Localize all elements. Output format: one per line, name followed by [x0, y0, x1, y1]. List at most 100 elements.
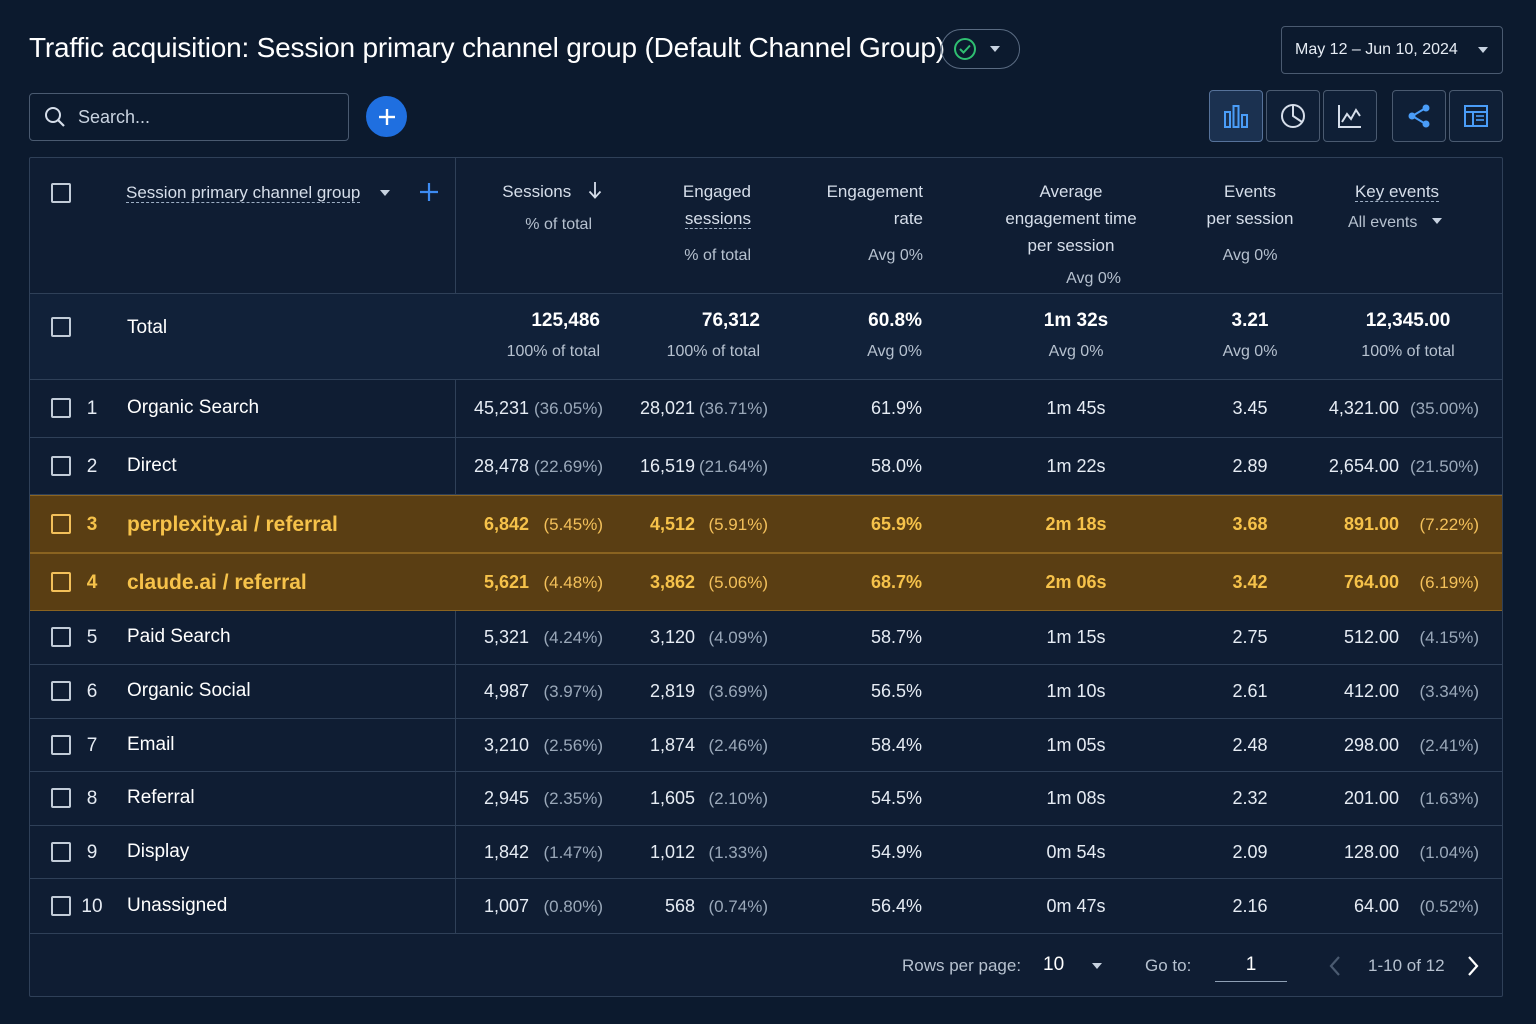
bar-chart-view-button[interactable] — [1209, 90, 1263, 142]
key-events-header[interactable]: Key events — [1330, 178, 1464, 205]
chevron-left-icon[interactable] — [1328, 955, 1342, 977]
channel-name[interactable]: Referral — [127, 787, 195, 808]
total-ke-sub: 100% of total — [1361, 343, 1455, 360]
engaged-header-line2: sessions — [684, 209, 751, 229]
table-row[interactable]: 10 Unassigned 1,007 (0.80%) 568 (0.74%) 56.4% 0… — [30, 879, 1502, 934]
key-events-percent: (21.50%) — [1410, 457, 1479, 476]
status-dropdown[interactable] — [941, 29, 1020, 69]
channel-name[interactable]: claude.ai / referral — [127, 571, 307, 594]
engaged-value: 4,512 — [649, 514, 695, 534]
key-events-value: 2,654.00 — [1328, 456, 1399, 476]
goto-label: Go to: — [1145, 956, 1192, 975]
dimension-header[interactable]: Session primary channel group — [126, 179, 361, 206]
sessions-percent: (2.35%) — [543, 789, 603, 808]
share-button[interactable] — [1392, 90, 1446, 142]
row-index: 1 — [86, 398, 98, 419]
engaged-value: 1,605 — [649, 788, 695, 808]
table-row[interactable]: 9 Display 1,842 (1.47%) 1,012 (1.33%) 54.9% 0m … — [30, 826, 1502, 879]
table-row[interactable]: 4 claude.ai / referral 5,621 (4.48%) 3,862 (5… — [30, 553, 1502, 611]
engaged-value: 1,874 — [649, 735, 695, 755]
row-checkbox[interactable] — [51, 788, 71, 808]
chevron-down-icon — [1431, 218, 1442, 224]
date-range-picker[interactable]: May 12 – Jun 10, 2024 — [1281, 26, 1503, 74]
line-chart-view-button[interactable] — [1323, 90, 1377, 142]
avg-engagement-time-header[interactable]: Average engagement time per session — [985, 178, 1157, 259]
engagement-rate-value: 58.4% — [870, 735, 922, 755]
engaged-sessions-header[interactable]: Engaged sessions — [683, 178, 751, 232]
row-checkbox[interactable] — [51, 514, 71, 534]
channel-name[interactable]: perplexity.ai / referral — [127, 513, 338, 536]
row-checkbox[interactable] — [51, 627, 71, 647]
sessions-percent: (5.45%) — [543, 515, 603, 534]
table-row[interactable]: 7 Email 3,210 (2.56%) 1,874 (2.46%) 58.4% 1m 05… — [30, 719, 1502, 772]
search-input[interactable] — [78, 106, 318, 128]
channel-name[interactable]: Display — [127, 841, 190, 862]
eps-header-line1: Events — [1224, 182, 1276, 201]
date-range-label: May 12 – Jun 10, 2024 — [1295, 41, 1458, 58]
table-row[interactable]: 1 Organic Search 45,231 (36.05%) 28,021 (36.7… — [30, 380, 1502, 438]
row-checkbox[interactable] — [51, 398, 71, 418]
table-view-button[interactable] — [1449, 90, 1503, 142]
select-all-checkbox[interactable] — [51, 183, 71, 203]
chevron-down-icon[interactable] — [1092, 963, 1102, 969]
row-checkbox[interactable] — [51, 842, 71, 862]
key-events-percent: (4.15%) — [1419, 628, 1479, 647]
channel-name[interactable]: Email — [127, 734, 175, 755]
goto-input[interactable]: 1 — [1215, 952, 1287, 982]
table-row[interactable]: 5 Paid Search 5,321 (4.24%) 3,120 (4.09%) 58.7… — [30, 611, 1502, 665]
key-events-filter[interactable]: All events — [1348, 209, 1442, 236]
search-box[interactable] — [29, 93, 349, 141]
engagement-rate-header[interactable]: Engagement rate — [827, 178, 923, 232]
chevron-right-icon[interactable] — [1466, 955, 1480, 977]
total-sessions: 125,486 — [531, 310, 600, 331]
row-checkbox[interactable] — [51, 735, 71, 755]
row-checkbox[interactable] — [51, 681, 71, 701]
events-per-session-value: 2.09 — [1232, 842, 1268, 862]
row-checkbox[interactable] — [51, 456, 71, 476]
table-row[interactable]: 3 perplexity.ai / referral 6,842 (5.45%) 4,5… — [30, 495, 1502, 553]
row-index: 2 — [86, 456, 98, 477]
add-dimension-icon[interactable] — [419, 182, 439, 202]
sessions-value: 6,842 — [483, 514, 529, 534]
er-header-line2: rate — [893, 209, 923, 228]
key-events-percent: (1.04%) — [1419, 843, 1479, 862]
sessions-value: 3,210 — [483, 735, 529, 755]
search-icon — [45, 107, 65, 127]
key-events-value: 512.00 — [1343, 627, 1399, 647]
key-events-value: 891.00 — [1343, 514, 1399, 534]
events-per-session-header[interactable]: Events per session — [1190, 178, 1310, 232]
dimension-header-label: Session primary channel group — [126, 183, 361, 203]
rows-per-page-select[interactable]: 10 — [1043, 954, 1065, 975]
channel-name[interactable]: Organic Search — [127, 397, 260, 418]
line-chart-icon — [1338, 105, 1361, 128]
channel-name[interactable]: Unassigned — [127, 895, 228, 916]
key-events-percent: (0.52%) — [1419, 897, 1479, 916]
table-row[interactable]: 6 Organic Social 4,987 (3.97%) 2,819 (3.69%) 5… — [30, 665, 1502, 719]
share-icon — [1408, 104, 1430, 128]
table-row[interactable]: 8 Referral 2,945 (2.35%) 1,605 (2.10%) 54.5% 1m… — [30, 772, 1502, 826]
add-comparison-button[interactable] — [366, 96, 407, 137]
total-engaged-sub: 100% of total — [666, 343, 760, 360]
chevron-down-icon[interactable] — [380, 190, 390, 196]
channel-name[interactable]: Paid Search — [127, 626, 231, 647]
table-row[interactable]: 2 Direct 28,478 (22.69%) 16,519 (21.64%) 58.0%… — [30, 438, 1502, 495]
sort-descending-icon[interactable] — [588, 181, 602, 199]
sessions-percent: (36.05%) — [534, 399, 603, 418]
pie-chart-view-button[interactable] — [1266, 90, 1320, 142]
engaged-value: 3,120 — [649, 627, 695, 647]
total-row: Total 125,486 100% of total 76,312 100% … — [30, 294, 1502, 380]
sessions-header[interactable]: Sessions — [502, 178, 602, 205]
avg-engagement-time-value: 1m 22s — [1046, 456, 1106, 476]
key-events-percent: (1.63%) — [1419, 789, 1479, 808]
total-er-sub: Avg 0% — [867, 343, 922, 360]
row-checkbox[interactable] — [51, 896, 71, 916]
table-header: Session primary channel group Sessions %… — [30, 158, 1502, 294]
row-index: 5 — [86, 627, 98, 648]
channel-name[interactable]: Direct — [127, 455, 177, 476]
er-header-sub: Avg 0% — [868, 247, 923, 264]
engagement-rate-value: 54.5% — [870, 788, 922, 808]
total-row-checkbox[interactable] — [51, 317, 71, 337]
channel-name[interactable]: Organic Social — [127, 680, 251, 701]
row-checkbox[interactable] — [51, 572, 71, 592]
events-per-session-value: 3.68 — [1232, 514, 1268, 534]
